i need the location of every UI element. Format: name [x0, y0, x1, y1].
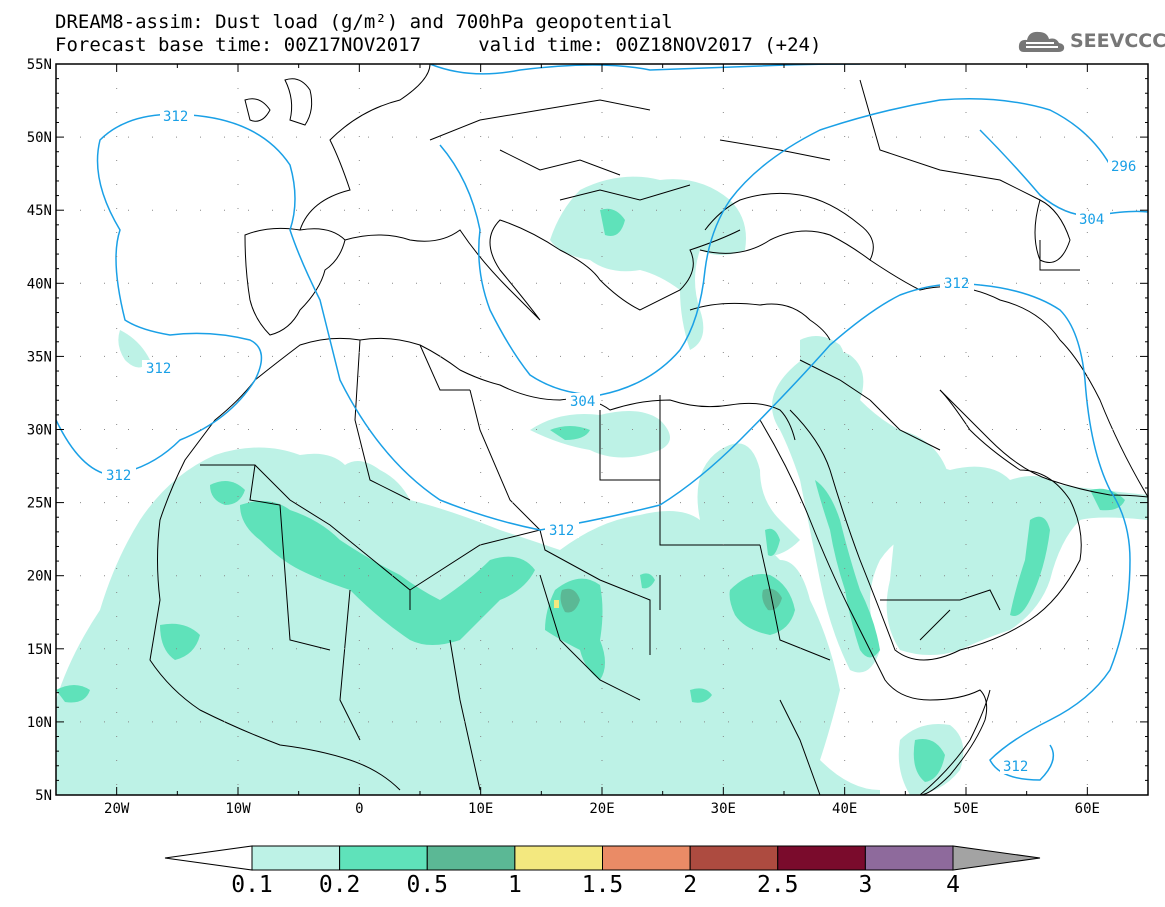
cloud-logo-icon — [1018, 31, 1065, 52]
contour-label: 304 — [1079, 212, 1104, 228]
contour-labels: 312 312 312 304 312 312 296 304 312 — [102, 108, 1142, 775]
colorbar-level-label: 4 — [946, 872, 960, 898]
map-subtitle: Forecast base time: 00Z17NOV2017 valid t… — [55, 34, 822, 56]
latitude-label: 15N — [27, 642, 52, 658]
colorbar-level-label: 1 — [508, 872, 522, 898]
longitude-label: 50E — [953, 801, 978, 817]
axis-ticks — [55, 63, 1149, 796]
longitude-label: 10E — [468, 801, 493, 817]
logo-text: SEEVCCC — [1070, 30, 1165, 52]
colorbar-low-arrow — [164, 845, 253, 871]
latitude-label: 50N — [27, 130, 52, 146]
colorbar-high-arrow — [952, 845, 1041, 871]
country-borders — [200, 79, 1080, 795]
contour-label: 304 — [570, 394, 595, 410]
map-title: DREAM8-assim: Dust load (g/m²) and 700hP… — [55, 11, 673, 33]
colorbar-swatch — [777, 845, 866, 871]
colorbar-swatch — [689, 845, 779, 871]
latitude-label: 30N — [27, 423, 52, 439]
latitude-labels: 55N 50N 45N 40N 35N 30N 25N 20N 15N 10N 5N — [27, 57, 52, 804]
colorbar-level-label: 3 — [858, 872, 872, 898]
contour-label: 312 — [1003, 759, 1028, 775]
colorbar-level-label: 0.2 — [319, 872, 361, 898]
latitude-label: 55N — [27, 57, 52, 73]
colorbar-swatch — [251, 845, 341, 871]
latitude-label: 20N — [27, 569, 52, 585]
contour-label: 296 — [1111, 159, 1136, 175]
colorbar-swatch — [339, 845, 428, 871]
contour-label: 312 — [106, 468, 131, 484]
latitude-label: 40N — [27, 276, 52, 292]
colorbar-swatch — [426, 845, 516, 871]
seevccc-logo: SEEVCCC — [1018, 26, 1165, 56]
longitude-label: 40E — [832, 801, 857, 817]
longitude-label: 60E — [1075, 801, 1100, 817]
latitude-label: 45N — [27, 203, 52, 219]
colorbar-level-label: 2.5 — [757, 872, 799, 898]
latitude-label: 25N — [27, 496, 52, 512]
latitude-label: 5N — [35, 788, 52, 804]
colorbar-swatch — [864, 845, 954, 871]
longitude-label: 0 — [355, 801, 363, 817]
longitude-label: 30E — [711, 801, 736, 817]
longitude-label: 20E — [589, 801, 614, 817]
latitude-label: 10N — [27, 715, 52, 731]
colorbar: 0.1 0.2 0.5 1 1.5 2 2.5 3 4 — [164, 845, 1041, 898]
longitude-labels: 20W 10W 0 10E 20E 30E 40E 50E 60E — [104, 801, 1100, 817]
contour-label: 312 — [146, 361, 171, 377]
geopotential-contours — [56, 64, 1148, 781]
longitude-label: 10W — [225, 801, 251, 817]
latitude-label: 35N — [27, 349, 52, 365]
coastlines — [149, 64, 1148, 795]
contour-label: 312 — [944, 276, 969, 292]
longitude-label: 20W — [104, 801, 130, 817]
colorbar-level-label: 2 — [683, 872, 697, 898]
colorbar-level-label: 1.5 — [582, 872, 624, 898]
contour-label: 312 — [163, 109, 188, 125]
colorbar-swatch — [602, 845, 691, 871]
colorbar-level-label: 0.5 — [406, 872, 448, 898]
colorbar-swatch — [514, 845, 603, 871]
colorbar-level-label: 0.1 — [231, 872, 273, 898]
dust-load-shading — [56, 176, 1148, 795]
contour-label: 312 — [549, 523, 574, 539]
